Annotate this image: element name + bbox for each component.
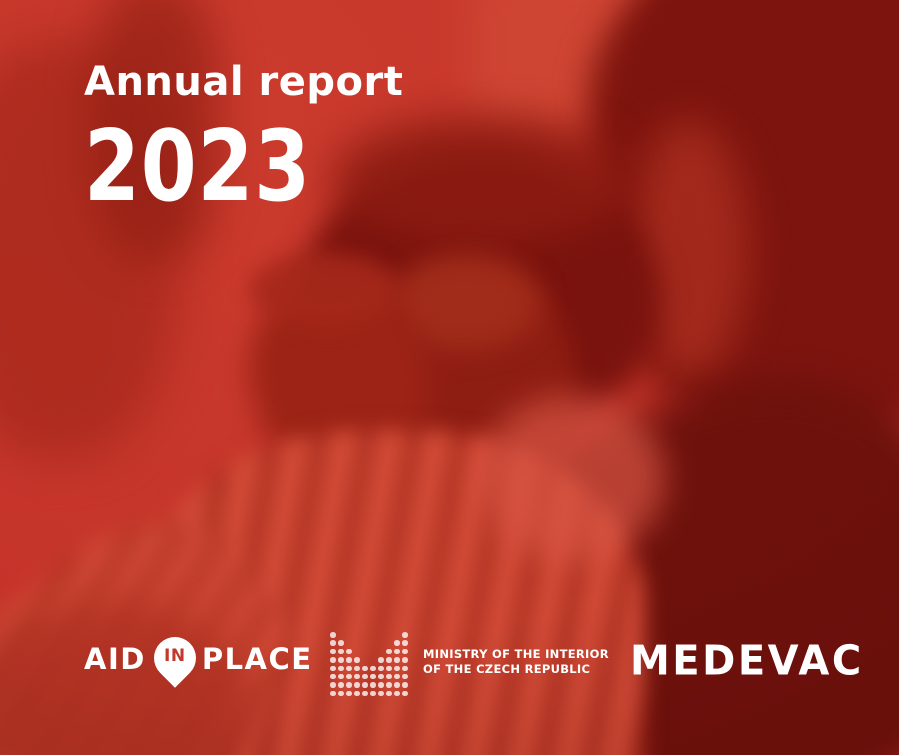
ministry-logo: MINISTRY OF THE INTERIOR OF THE CZECH RE… bbox=[330, 632, 609, 699]
map-pin-icon: IN bbox=[145, 628, 205, 700]
ministry-name-line2: OF THE CZECH REPUBLIC bbox=[423, 662, 591, 676]
photo-child-hair-top bbox=[330, 115, 630, 245]
photo-shirt-collar bbox=[480, 395, 665, 560]
title-block: Annual report 2023 bbox=[84, 60, 403, 216]
report-title: Annual report bbox=[84, 59, 404, 105]
medevac-logo-wordmark: MEDEVAC bbox=[630, 637, 864, 685]
aid-word: AID bbox=[84, 642, 146, 676]
ministry-name: MINISTRY OF THE INTERIOR OF THE CZECH RE… bbox=[423, 647, 609, 677]
photo-background-shadow bbox=[90, 0, 220, 260]
photo-child-fingers bbox=[250, 252, 400, 327]
ministry-name-line1: MINISTRY OF THE INTERIOR bbox=[423, 647, 609, 661]
place-word: PLACE bbox=[201, 642, 313, 676]
pin-in-label: IN bbox=[164, 646, 186, 666]
aid-in-place-logo: AID IN PLACE bbox=[84, 628, 313, 700]
report-year: 2023 bbox=[84, 110, 311, 224]
dot-matrix-icon bbox=[330, 632, 410, 699]
